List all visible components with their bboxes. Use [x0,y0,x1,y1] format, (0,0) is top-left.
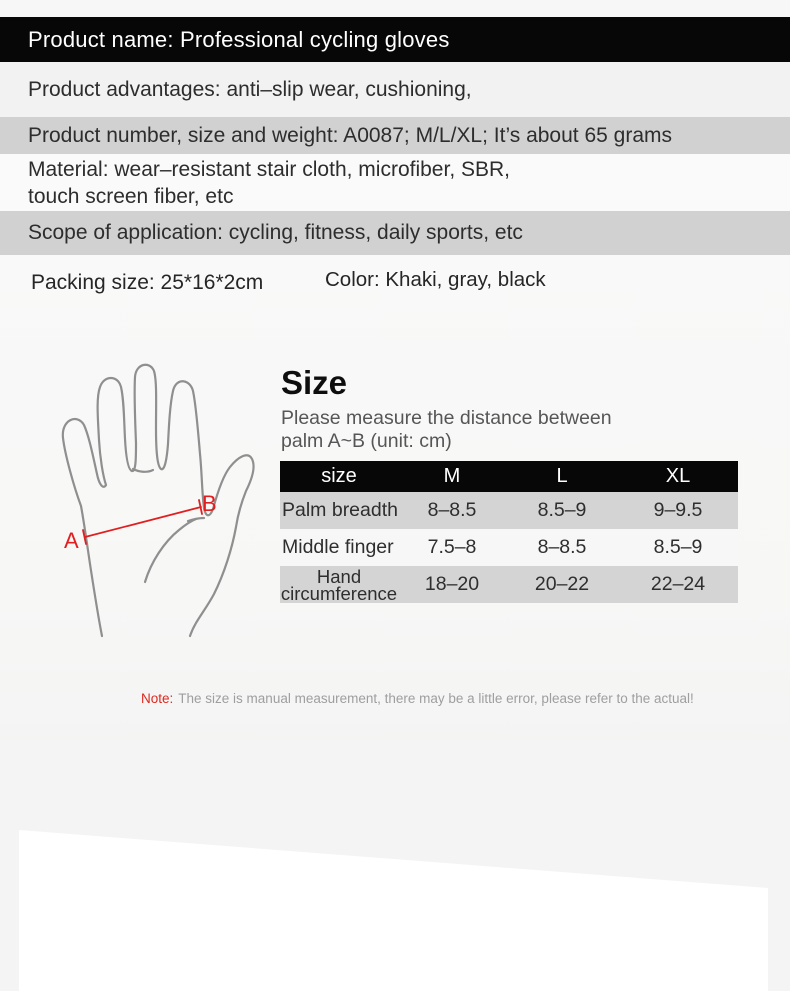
cell-value: 8.5–9 [537,499,587,521]
size-table: size M L XL Palm breadth 8–8.5 8.5–9 9–9… [280,461,738,603]
material-text-line2: touch screen fiber, etc [28,184,234,208]
palm-crease-line [143,517,198,584]
table-row-hand-circumference: Hand circumference 18–20 20–22 22–24 [280,566,738,603]
finger-base-line [131,467,155,473]
size-subtitle-line1: Please measure the distance between [281,407,612,429]
measure-tick-b [198,499,203,515]
size-table-header-xl: XL [618,461,738,492]
product-name-bar: Product name: Professional cycling glove… [0,17,790,62]
palm-crease-top-line [186,516,206,523]
cell-value: 7.5–8 [427,536,477,558]
size-table-header-row: size M L XL [280,461,738,492]
cell-value: 8–8.5 [427,499,477,521]
measure-line-a-b [84,506,202,538]
row-label: Hand circumference [280,566,398,603]
advantages-text: Product advantages: anti–slip wear, cush… [28,77,472,101]
cell-value: 22–24 [650,573,706,595]
size-subtitle-line2: palm A~B (unit: cm) [281,430,452,452]
advantages-row: Product advantages: anti–slip wear, cush… [0,62,790,117]
product-number-row: Product number, size and weight: A0087; … [0,117,790,154]
cell-value: 9–9.5 [653,499,703,521]
row-label: Middle finger [282,536,394,558]
measure-tick-a [82,529,87,545]
bottom-card-shape [19,830,768,991]
size-table-header-l: L [506,461,618,492]
hand-outline-illustration [61,363,255,638]
material-text-line1: Material: wear–resistant stair cloth, mi… [28,157,510,181]
color-options-text: Color: Khaki, gray, black [325,268,546,291]
cell-value: 20–22 [534,573,590,595]
marker-a-label: A [64,528,79,553]
size-table-header-m: M [398,461,506,492]
cell-value: 8–8.5 [537,536,587,558]
note-prefix: Note: [141,691,174,706]
note-body: The size is manual measurement, there ma… [178,691,694,706]
scope-text: Scope of application: cycling, fitness, … [28,221,523,244]
hand-outline-path [61,363,255,638]
packing-size-text: Packing size: 25*16*2cm [31,271,264,294]
scope-row: Scope of application: cycling, fitness, … [0,211,790,255]
row-label: Palm breadth [282,499,398,521]
note-text: Note: The size is manual measurement, the… [141,691,694,706]
marker-b-label: B [202,491,217,516]
product-number-text: Product number, size and weight: A0087; … [28,123,672,147]
row-label-line1: Hand [316,565,362,587]
table-row-palm-breadth: Palm breadth 8–8.5 8.5–9 9–9.5 [280,492,738,529]
material-row: Material: wear–resistant stair cloth, mi… [0,154,790,211]
cell-value: 8.5–9 [653,536,703,558]
size-subtitle: Please measure the distance between palm… [281,407,612,453]
product-name-text: Product name: Professional cycling glove… [28,26,450,52]
table-row-middle-finger: Middle finger 7.5–8 8–8.5 8.5–9 [280,529,738,566]
size-table-header-size: size [280,461,398,492]
cell-value: 18–20 [424,573,480,595]
size-title: Size [281,364,348,401]
row-label-line2: circumference [280,582,398,604]
